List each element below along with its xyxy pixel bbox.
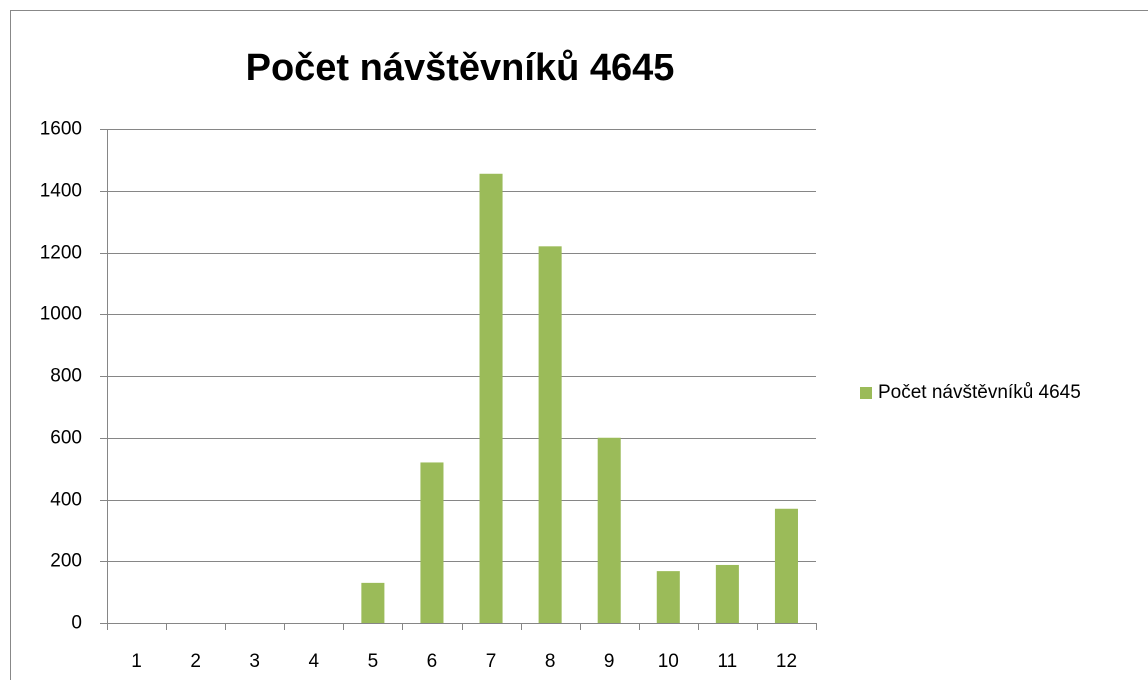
chart-border	[10, 10, 1148, 680]
x-tick-label: 2	[190, 651, 201, 672]
y-tick-label: 200	[50, 551, 82, 572]
y-tick-label: 1600	[40, 119, 82, 140]
bar	[774, 508, 798, 623]
y-tick-label: 400	[50, 490, 82, 511]
x-tick-label: 11	[718, 651, 738, 672]
x-tick-label: 3	[249, 651, 260, 672]
x-tick-label: 6	[427, 651, 438, 672]
y-tick-label: 1400	[40, 181, 82, 202]
bar	[361, 582, 385, 623]
y-tick-label: 1200	[40, 243, 82, 264]
bar	[479, 173, 503, 624]
x-tick-label: 9	[604, 651, 615, 672]
x-tick-label: 12	[776, 651, 797, 672]
y-tick-label: 600	[50, 428, 82, 449]
legend-label: Počet návštěvníků 4645	[878, 382, 1081, 403]
y-tick-label: 800	[50, 366, 82, 387]
chart-title: Počet návštěvníků 4645	[246, 47, 675, 89]
x-tick-label: 1	[131, 651, 142, 672]
bar	[656, 571, 680, 623]
legend-swatch	[860, 387, 872, 399]
y-tick-label: 1000	[40, 304, 82, 325]
y-tick-label: 0	[71, 613, 82, 634]
bar	[538, 246, 562, 623]
bar	[715, 564, 739, 623]
bar	[597, 437, 621, 623]
x-tick-label: 10	[658, 651, 679, 672]
bar	[420, 462, 444, 623]
x-tick-label: 7	[486, 651, 497, 672]
x-tick-label: 4	[309, 651, 320, 672]
x-tick-label: 5	[368, 651, 379, 672]
x-tick-label: 8	[545, 651, 556, 672]
